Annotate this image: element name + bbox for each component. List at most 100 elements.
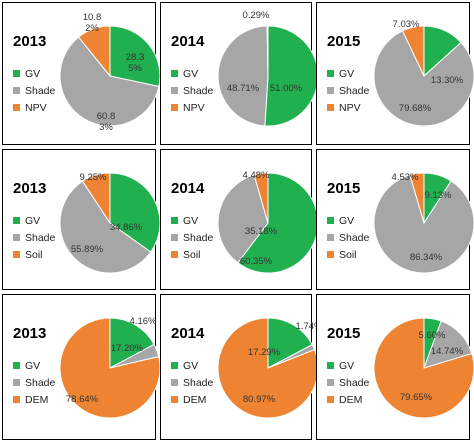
data-label-dem: 78.64%	[66, 394, 99, 405]
year-title: 2015	[327, 325, 361, 342]
pie-slice-soil	[81, 172, 111, 225]
legend-entry-shade: Shade	[13, 229, 55, 246]
pie-slice-gv	[267, 317, 313, 369]
legend: GV Shade Soil	[13, 212, 55, 263]
data-label-npv: 10.8 2%	[83, 12, 102, 34]
pie-slice-npv	[77, 25, 111, 78]
data-label-gv: 9.13%	[425, 190, 452, 201]
year-title: 2014	[171, 180, 205, 197]
data-label-line: 5.60%	[419, 330, 446, 341]
pie-panel-6: 2015 GV Shade Soil 9.13% 86.34% 4.53%	[316, 149, 474, 290]
legend-entry-shade: Shade	[171, 82, 213, 99]
pie-panel-7: 2013 GV Shade DEM 17.20% 4.16% 78.64%	[2, 294, 161, 440]
data-label-line: 10.8	[83, 12, 102, 23]
data-label-line: 4.48%	[243, 170, 270, 181]
pie-slice-dem	[59, 317, 161, 419]
data-label-line: 86.34%	[410, 252, 443, 263]
legend-swatch	[171, 234, 178, 241]
legend-label: DEM	[25, 393, 49, 406]
legend: GV Shade NPV	[171, 65, 213, 116]
legend-swatch	[13, 104, 20, 111]
data-label-line: 17.29%	[248, 347, 281, 358]
data-label-shade: 4.16%	[130, 316, 157, 327]
data-label-npv: 0.29%	[243, 10, 270, 21]
data-label-gv: 17.20%	[111, 343, 144, 354]
year-title: 2013	[13, 180, 47, 197]
pie-slice-shade	[59, 180, 152, 274]
legend: GV Shade DEM	[13, 357, 55, 408]
pie-panel-3: 2015 GV Shade NPV 13.30% 79.68% 7.03%	[316, 2, 474, 145]
legend-entry-shade: Shade	[13, 374, 55, 391]
data-label-line: 48.71%	[227, 83, 260, 94]
pie-panel-4: 2013 GV Shade Soil 34.86% 55.89% 9.25%	[2, 149, 161, 290]
data-label-line: 55.89%	[71, 244, 104, 255]
legend: GV Shade Soil	[171, 212, 213, 263]
data-label-gv: 51.00%	[270, 83, 303, 94]
pie-slice-npv	[401, 25, 425, 77]
data-label-line: 79.65%	[400, 392, 433, 403]
legend-entry-gv: GV	[13, 212, 55, 229]
legend-entry-gv: GV	[327, 357, 369, 374]
data-label-dem: 79.65%	[400, 392, 433, 403]
legend-label: GV	[339, 359, 355, 372]
data-label-line: 7.03%	[393, 19, 420, 30]
legend-label: Shade	[183, 376, 214, 389]
legend-entry-npv: NPV	[13, 99, 55, 116]
legend-entry-npv: NPV	[327, 99, 369, 116]
legend-label: GV	[339, 214, 355, 227]
legend-swatch	[327, 217, 334, 224]
legend-swatch	[327, 104, 334, 111]
pie-chart: 34.86% 55.89% 9.25%	[59, 172, 161, 274]
data-label-shade: 35.18%	[245, 226, 278, 237]
legend-entry-gv: GV	[327, 212, 369, 229]
legend-swatch	[13, 379, 20, 386]
year-title: 2013	[13, 325, 47, 342]
legend-swatch	[13, 70, 20, 77]
legend-entry-shade: Shade	[13, 82, 55, 99]
data-label-line: 34.86%	[110, 222, 143, 233]
data-label-shade: 48.71%	[227, 83, 260, 94]
legend: GV Shade DEM	[171, 357, 213, 408]
year-title: 2015	[327, 33, 361, 50]
legend-label: Shade	[25, 84, 56, 97]
data-label-line: 5%	[128, 63, 142, 74]
legend-swatch	[171, 104, 178, 111]
data-label-soil: 9.25%	[80, 172, 107, 183]
data-label-gv: 17.29%	[248, 347, 281, 358]
legend-swatch	[327, 362, 334, 369]
data-label-line: 35.18%	[245, 226, 278, 237]
legend-entry-dem: DEM	[327, 391, 369, 408]
legend-entry-npv: NPV	[171, 99, 213, 116]
pie-slice-gv	[109, 172, 161, 253]
data-label-line: 4.16%	[130, 316, 157, 327]
pie-slice-shade	[217, 25, 269, 127]
legend-swatch	[171, 396, 178, 403]
legend-swatch	[171, 379, 178, 386]
legend-entry-soil: Soil	[171, 246, 213, 263]
pie-slice-npv	[266, 25, 269, 77]
pie-slice-gv	[109, 317, 155, 369]
data-label-line: 17.20%	[111, 343, 144, 354]
pie-slice-shade	[59, 36, 160, 127]
pie-slice-gv	[264, 25, 319, 127]
data-label-line: 9.25%	[80, 172, 107, 183]
legend-swatch	[13, 396, 20, 403]
legend-label: Soil	[339, 248, 357, 261]
legend-label: DEM	[183, 393, 207, 406]
data-label-line: 79.68%	[399, 103, 432, 114]
pie-chart: 17.29% 1.74% 80.97%	[217, 317, 323, 419]
legend-label: Shade	[339, 231, 370, 244]
legend-swatch	[171, 251, 178, 258]
legend-label: GV	[25, 214, 41, 227]
data-label-gv: 34.86%	[110, 222, 143, 233]
legend-swatch	[327, 251, 334, 258]
data-label-line: 1.74%	[296, 321, 323, 332]
data-label-gv: 5.60%	[419, 330, 446, 341]
data-label-line: 0.29%	[243, 10, 270, 21]
year-title: 2014	[171, 325, 205, 342]
data-label-gv: 60.35%	[240, 256, 273, 267]
legend: GV Shade NPV	[327, 65, 369, 116]
legend-swatch	[327, 87, 334, 94]
data-label-soil: 4.53%	[392, 172, 419, 183]
